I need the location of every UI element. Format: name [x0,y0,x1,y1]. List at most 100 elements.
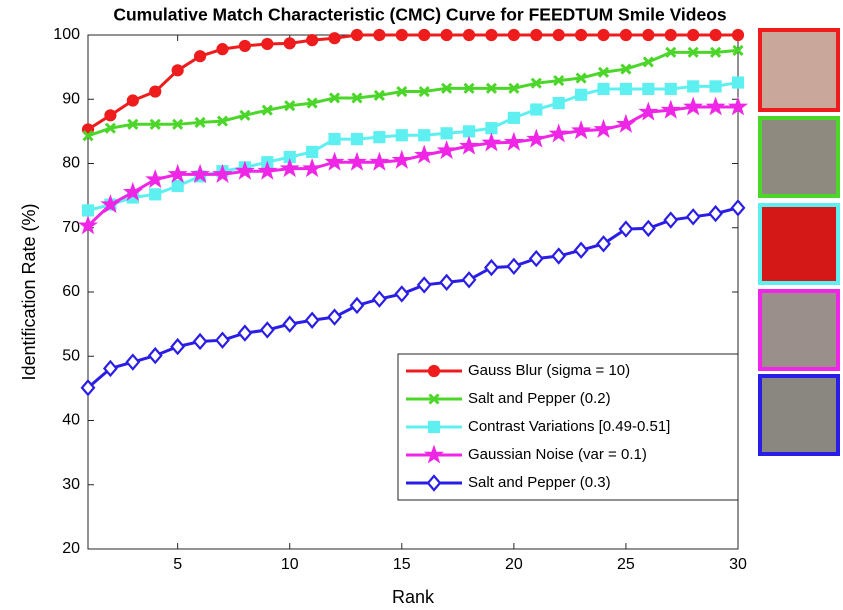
marker [727,96,749,116]
marker [552,97,565,110]
marker [730,199,746,217]
marker [642,56,654,68]
marker [503,131,524,151]
face-thumbnail [758,374,840,456]
marker [350,28,364,42]
marker [328,92,341,104]
marker [104,122,116,134]
marker [597,28,610,42]
marker [212,163,233,183]
marker [192,332,208,351]
marker [418,28,431,42]
marker [239,109,251,121]
marker [507,111,520,124]
marker [709,28,722,42]
x-axis-label: Rank [392,587,435,607]
marker [216,115,229,127]
marker [642,82,655,96]
chart-title: Cumulative Match Characteristic (CMC) Cu… [113,5,727,25]
marker [619,28,633,42]
marker [463,82,475,94]
legend-label: Gaussian Noise (var = 0.1) [468,446,647,463]
marker [149,118,161,130]
marker [395,129,408,142]
marker [328,132,341,146]
marker [640,219,656,238]
marker [441,82,453,94]
marker [324,151,345,171]
marker [571,120,592,140]
face-thumbnail [758,116,840,198]
marker [395,28,408,42]
marker [193,50,207,63]
legend-label: Gauss Blur (sigma = 10) [468,362,630,379]
legend-marker [423,444,445,464]
marker [125,353,141,371]
face-thumbnail [758,203,840,285]
y-axis-label: Identification Rate (%) [19,203,39,380]
y-tick-label: 90 [62,90,80,107]
face-thumbnails [758,28,840,456]
marker [234,160,255,180]
marker [530,28,543,42]
marker [145,169,166,189]
y-tick-label: 80 [62,155,80,172]
marker [349,296,365,315]
legend-label: Salt and Pepper (0.3) [468,474,611,491]
marker [687,80,700,93]
marker [216,43,229,56]
marker [619,82,633,96]
marker [257,160,278,180]
marker [391,149,412,169]
marker [327,308,343,326]
marker [306,34,319,47]
marker [369,151,390,171]
marker [306,145,319,159]
marker [553,75,565,87]
face-thumbnail [758,289,840,371]
marker [81,204,95,217]
marker [394,285,410,303]
marker [306,97,318,109]
marker [171,179,184,193]
marker [259,321,275,339]
marker [575,72,587,84]
marker [664,28,677,42]
marker [597,66,610,78]
marker [485,122,498,135]
marker [481,132,502,152]
y-tick-label: 100 [53,26,80,43]
marker [705,96,726,116]
marker [731,28,745,42]
legend-marker [427,420,441,434]
x-tick-label: 5 [173,556,182,573]
marker [171,64,184,77]
y-tick-label: 50 [62,347,80,364]
x-tick-label: 15 [393,556,411,573]
marker [642,28,655,42]
marker [80,379,96,397]
marker [373,89,385,101]
marker [485,82,498,94]
marker [149,188,162,201]
marker [548,123,569,143]
marker [170,337,186,356]
x-tick-label: 30 [729,556,747,573]
x-tick-label: 25 [617,556,635,573]
marker [530,77,542,89]
marker [483,258,499,277]
marker [127,118,139,130]
marker [440,127,453,140]
marker [462,28,476,42]
marker [461,271,477,289]
marker [373,131,386,144]
marker [506,257,522,275]
marker [351,92,363,104]
y-tick-label: 40 [62,412,80,429]
marker [284,100,296,112]
marker [573,241,589,259]
marker [665,46,677,58]
marker [597,82,610,96]
marker [77,215,99,235]
